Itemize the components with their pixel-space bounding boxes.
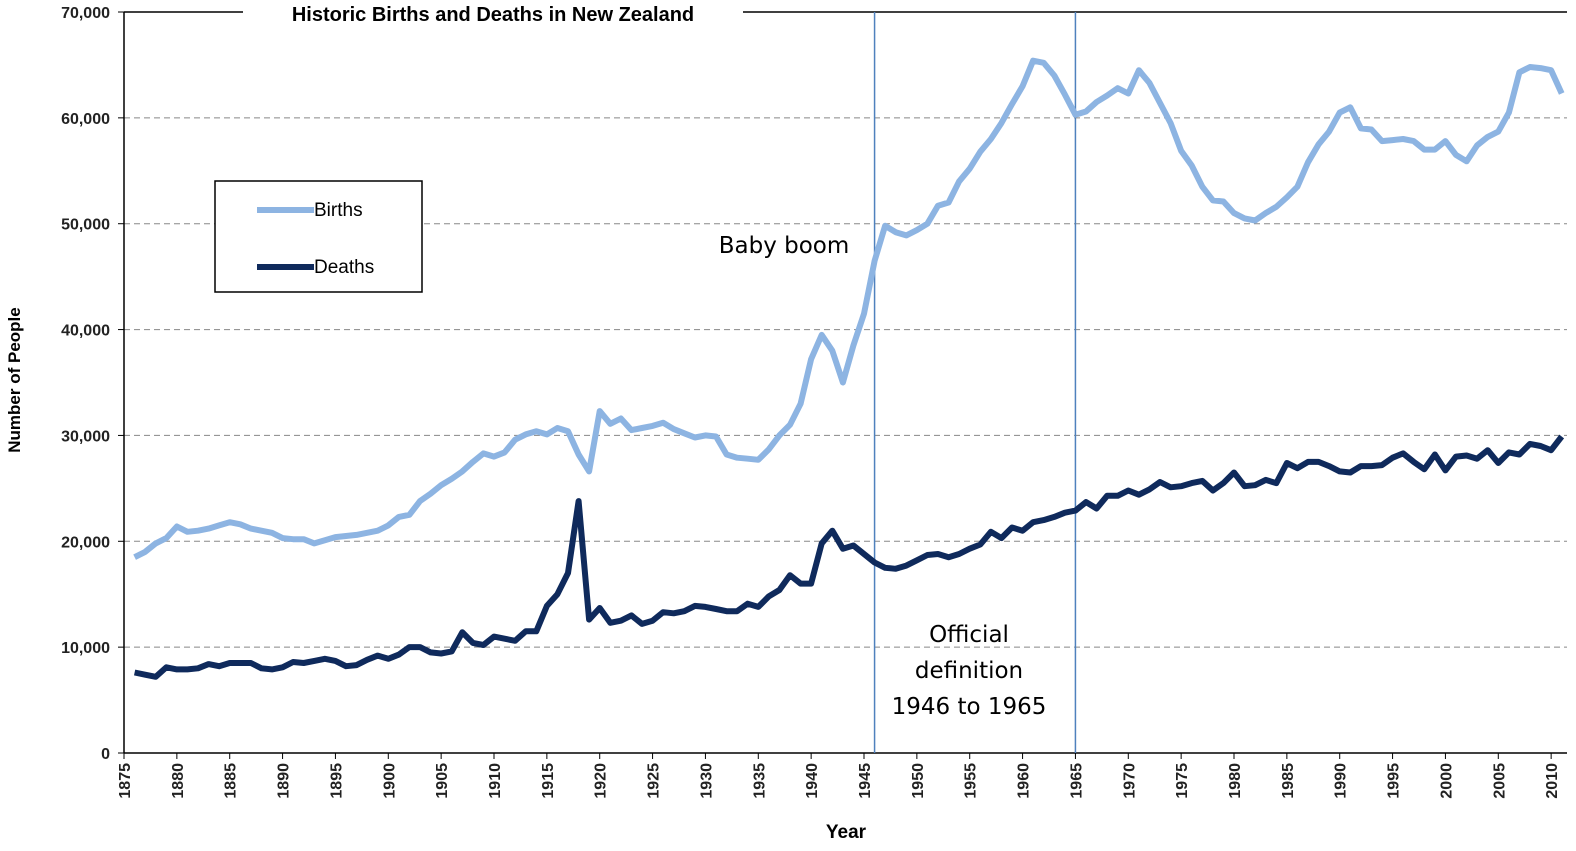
annotation: Official bbox=[929, 622, 1009, 648]
annotation: Baby boom bbox=[719, 233, 850, 259]
x-tick-label: 1935 bbox=[751, 763, 768, 799]
annotation: definition bbox=[915, 658, 1023, 684]
x-tick-label: 1910 bbox=[487, 763, 504, 799]
y-axis-label: Number of People bbox=[5, 307, 24, 452]
x-tick-label: 1950 bbox=[910, 763, 927, 799]
x-tick-label: 1885 bbox=[223, 763, 240, 799]
x-tick-label: 1890 bbox=[276, 763, 293, 799]
y-tick-label: 0 bbox=[101, 746, 110, 763]
legend-label: Deaths bbox=[314, 257, 374, 278]
x-axis-label: Year bbox=[826, 822, 867, 843]
legend-label: Births bbox=[314, 200, 363, 221]
legend-box bbox=[214, 180, 423, 293]
y-tick-label: 20,000 bbox=[61, 534, 110, 551]
x-tick-label: 2005 bbox=[1491, 763, 1508, 799]
x-tick-label: 1925 bbox=[646, 763, 663, 799]
series-line bbox=[133, 434, 1565, 680]
x-tick-label: 1900 bbox=[381, 763, 398, 799]
x-tick-label: 1930 bbox=[698, 763, 715, 799]
x-tick-label: 1915 bbox=[540, 763, 557, 799]
x-tick-label: 1905 bbox=[434, 763, 451, 799]
x-tick-label: 1995 bbox=[1386, 763, 1403, 799]
y-tick-label: 40,000 bbox=[61, 323, 110, 340]
title-background bbox=[243, 0, 743, 28]
x-tick-label: 1940 bbox=[804, 763, 821, 799]
series-line bbox=[133, 57, 1565, 560]
x-tick-label: 1960 bbox=[1016, 763, 1033, 799]
y-tick-label: 60,000 bbox=[61, 111, 110, 128]
x-tick-label: 1880 bbox=[170, 763, 187, 799]
y-tick-label: 30,000 bbox=[61, 428, 110, 445]
y-tick-label: 70,000 bbox=[61, 5, 110, 22]
y-tick-label: 10,000 bbox=[61, 640, 110, 657]
y-tick-label: 50,000 bbox=[61, 217, 110, 234]
x-tick-label: 1980 bbox=[1227, 763, 1244, 799]
x-tick-label: 1895 bbox=[328, 763, 345, 799]
x-tick-label: 1985 bbox=[1280, 763, 1297, 799]
annotation: 1946 to 1965 bbox=[892, 694, 1047, 720]
x-tick-label: 2000 bbox=[1438, 763, 1455, 799]
x-tick-label: 1955 bbox=[963, 763, 980, 799]
x-tick-label: 1965 bbox=[1068, 763, 1085, 799]
chart-title: Historic Births and Deaths in New Zealan… bbox=[292, 4, 694, 26]
x-tick-label: 1875 bbox=[117, 763, 134, 799]
x-tick-label: 1945 bbox=[857, 763, 874, 799]
x-tick-label: 1975 bbox=[1174, 763, 1191, 799]
x-tick-label: 1970 bbox=[1121, 763, 1138, 799]
x-tick-label: 1990 bbox=[1333, 763, 1350, 799]
x-tick-label: 1920 bbox=[593, 763, 610, 799]
x-tick-label: 2010 bbox=[1544, 763, 1561, 799]
